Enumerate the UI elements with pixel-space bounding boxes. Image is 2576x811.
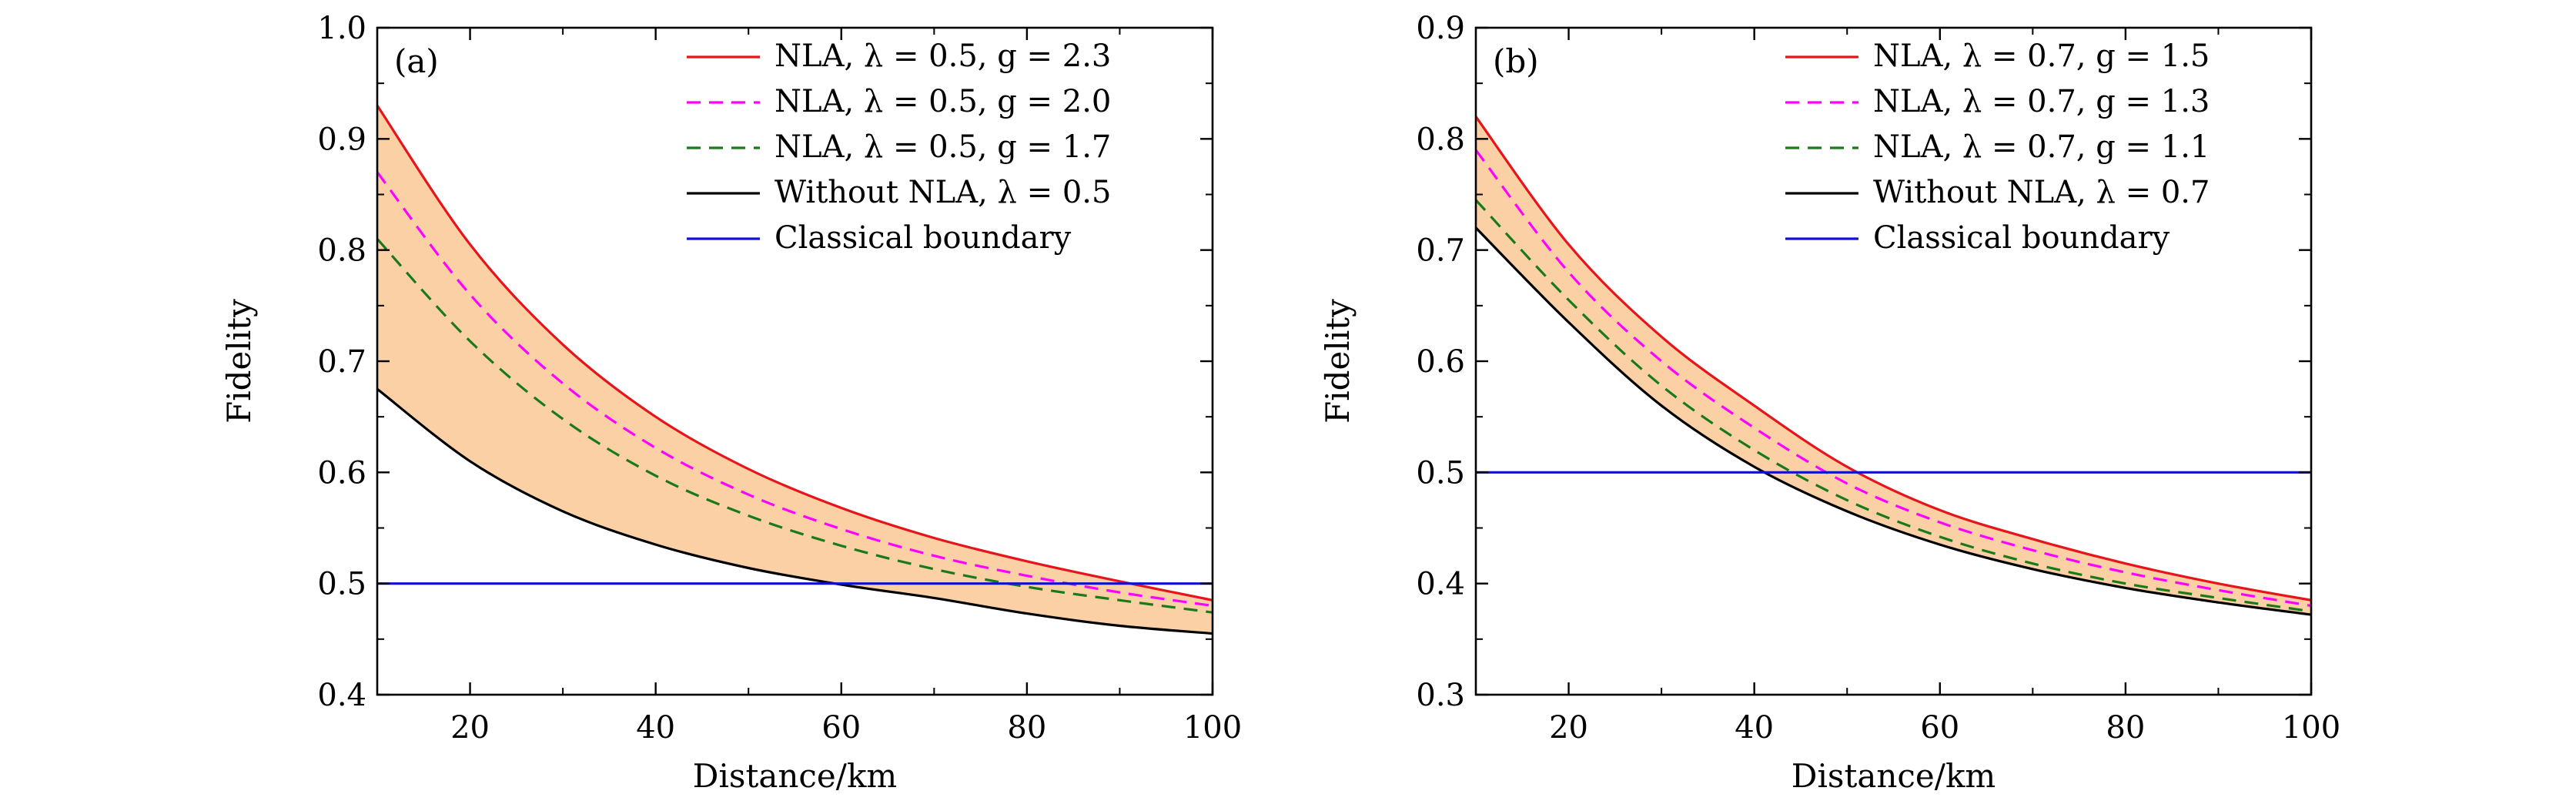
series-line-4 [1476,226,2311,616]
x-tick-label: 20 [1549,710,1588,746]
legend: NLA, λ = 0.5, g = 2.3 NLA, λ = 0.5, g = 2… [687,39,1111,256]
y-tick-label: 0.6 [317,455,366,491]
x-tick-label: 80 [1007,710,1046,746]
legend-label-1: NLA, λ = 0.5, g = 2.3 [774,39,1111,74]
series-line-3 [377,238,1213,614]
y-tick-label: 0.7 [1416,233,1465,269]
legend-label-5: Classical boundary [774,220,1072,256]
y-tick-label: 0.8 [317,233,366,269]
series-line-1 [377,105,1213,602]
x-axis-label: Distance/km [1791,757,1996,795]
plot-area [377,105,1213,635]
series-line-3 [1476,199,2311,613]
y-axis-label: Fidelity [220,299,258,424]
x-tick-label: 60 [821,710,861,746]
plot-area [1476,116,2311,616]
legend-label-4: Without NLA, λ = 0.7 [1873,175,2210,210]
x-tick-label: 60 [1920,710,1959,746]
x-tick-label: 100 [2282,710,2340,746]
x-tick-label: 80 [2106,710,2145,746]
y-tick-label: 0.6 [1416,344,1465,380]
x-axis-label: Distance/km [693,757,897,795]
y-tick-label: 0.5 [317,567,366,602]
x-tick-label: 100 [1183,710,1242,746]
legend: NLA, λ = 0.7, g = 1.5 NLA, λ = 0.7, g = 1… [1785,39,2210,256]
y-tick-label: 0.7 [317,344,366,380]
legend-label-2: NLA, λ = 0.7, g = 1.3 [1873,84,2210,119]
shaded-band [377,106,1213,634]
y-tick-label: 0.4 [1416,567,1465,602]
legend-label-4: Without NLA, λ = 0.5 [774,175,1111,210]
x-tick-label: 40 [1735,710,1774,746]
y-tick-label: 0.9 [317,122,366,157]
panel-label: (a) [394,42,439,80]
legend-label-1: NLA, λ = 0.7, g = 1.5 [1873,39,2210,74]
chart-panel-a: 20 40 60 80 100 0.4 0.5 0.6 0.7 0.8 0.9 1.0 Distance… [220,11,1242,795]
series-line-4 [377,387,1213,635]
y-tick-label: 0.8 [1416,122,1465,157]
y-tick-label: 0.4 [317,678,366,713]
y-tick-label: 0.9 [1416,11,1465,46]
y-tick-label: 0.5 [1416,455,1465,491]
x-tick-label: 20 [450,710,490,746]
legend-label-3: NLA, λ = 0.5, g = 1.7 [774,129,1111,165]
series-line-1 [1476,116,2311,602]
series-line-2 [1476,149,2311,608]
y-axis-label: Fidelity [1319,299,1357,424]
legend-label-2: NLA, λ = 0.5, g = 2.0 [774,84,1111,119]
legend-label-5: Classical boundary [1873,220,2170,256]
y-tick-label: 1.0 [317,11,366,46]
y-tick-label: 0.3 [1416,678,1465,713]
chart-panel-b: 20 40 60 80 100 0.3 0.4 0.5 0.6 0.7 0.8 0.9 Distance… [1319,11,2340,795]
x-tick-label: 40 [636,710,675,746]
panel-label: (b) [1493,42,1539,80]
shaded-band [1476,116,2311,615]
legend-label-3: NLA, λ = 0.7, g = 1.1 [1873,129,2210,165]
